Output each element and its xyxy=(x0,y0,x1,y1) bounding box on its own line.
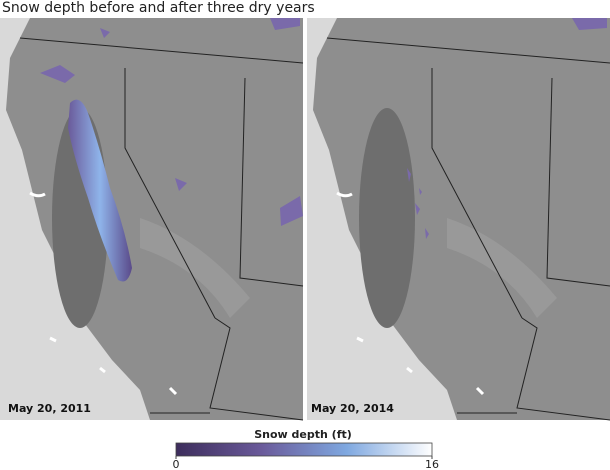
title: Snow depth before and after three dry ye… xyxy=(2,0,315,16)
legend-ticks: 0 16 xyxy=(173,456,439,470)
color-ramp xyxy=(175,442,433,457)
snow-cover xyxy=(68,99,132,282)
basemap xyxy=(0,16,305,422)
panel-label: May 20, 2011 xyxy=(8,402,91,415)
basemap xyxy=(305,16,610,422)
panel-2014: May 20, 2014 xyxy=(305,16,610,422)
tick-label: 0 xyxy=(173,458,180,470)
panel-2011: May 20, 2011 xyxy=(0,16,305,422)
tick-label: 16 xyxy=(425,458,439,470)
panel-label: May 20, 2014 xyxy=(311,402,394,415)
legend-title: Snow depth (ft) xyxy=(254,428,352,441)
